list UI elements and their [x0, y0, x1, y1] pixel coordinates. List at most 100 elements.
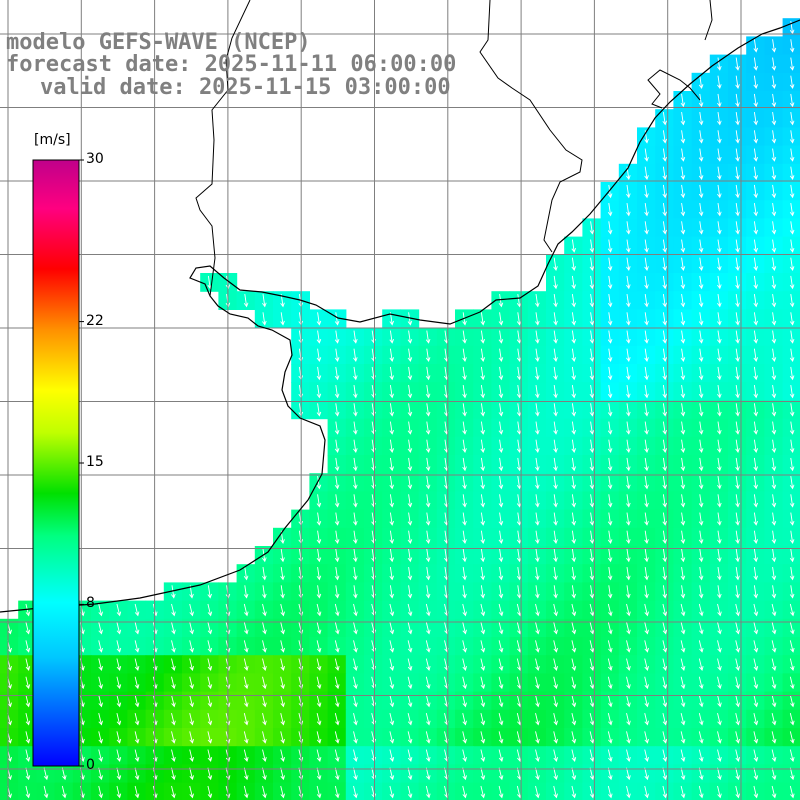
- wind-arrow: [626, 731, 631, 744]
- wind-arrow: [735, 731, 740, 744]
- wind-arrow: [717, 366, 722, 381]
- wind-arrow: [771, 385, 777, 399]
- wind-arrow: [680, 366, 686, 381]
- wind-arrow: [589, 731, 595, 744]
- wind-arrow: [462, 457, 467, 472]
- wind-arrow: [789, 548, 795, 563]
- wind-arrow: [389, 567, 395, 581]
- wind-arrow: [280, 622, 285, 635]
- wind-arrow: [389, 713, 395, 726]
- wind-arrow: [207, 676, 213, 690]
- wind-arrow: [789, 585, 795, 599]
- wind-arrow: [334, 585, 340, 599]
- wind-arrow: [735, 184, 740, 199]
- wind-arrow: [407, 658, 413, 671]
- wind-arrow: [316, 749, 322, 762]
- colorbar-tick-label: 8: [86, 595, 95, 612]
- wind-arrow: [334, 439, 340, 454]
- wind-arrow: [698, 366, 704, 381]
- wind-arrow: [735, 530, 740, 545]
- wind-arrow: [789, 39, 795, 53]
- wind-arrow: [753, 221, 759, 235]
- wind-arrow: [680, 385, 686, 399]
- wind-arrow: [735, 658, 740, 671]
- wind-arrow: [753, 294, 759, 308]
- wind-arrow: [626, 713, 631, 726]
- wind-arrow: [316, 640, 322, 653]
- wind-arrow: [735, 257, 740, 272]
- wind-arrow: [480, 658, 486, 671]
- wind-arrow: [207, 658, 213, 671]
- wind-arrow: [334, 312, 340, 326]
- wind-arrow: [662, 130, 668, 144]
- wind-arrow: [498, 548, 504, 563]
- wind-arrow: [698, 257, 704, 272]
- wind-arrow: [753, 749, 759, 762]
- wind-arrow: [753, 476, 759, 490]
- wind-arrow: [771, 203, 777, 217]
- wind-arrow: [662, 457, 668, 472]
- wind-arrow: [753, 530, 759, 545]
- wind-arrow: [771, 239, 777, 253]
- wind-arrow: [516, 403, 522, 417]
- wind-arrow: [680, 184, 686, 199]
- wind-vector-field: [7, 21, 795, 799]
- wind-arrow: [353, 330, 358, 344]
- wind-arrow: [480, 312, 486, 326]
- wind-arrow: [425, 512, 431, 526]
- wind-arrow: [334, 476, 340, 490]
- wind-arrow: [735, 785, 740, 799]
- wind-arrow: [662, 366, 668, 381]
- wind-arrow: [698, 658, 704, 671]
- wind-arrow: [407, 731, 413, 744]
- wind-arrow: [735, 166, 740, 181]
- wind-arrow: [717, 130, 722, 144]
- wind-arrow: [353, 603, 358, 617]
- wind-arrow: [698, 203, 704, 217]
- wind-arrow: [462, 640, 467, 653]
- wind-arrow: [735, 512, 740, 526]
- wind-arrow: [425, 366, 431, 381]
- wind-arrow: [25, 749, 31, 762]
- wind-arrow: [407, 548, 413, 563]
- wind-arrow: [680, 767, 686, 781]
- wind-arrow: [571, 457, 577, 472]
- wind-arrow: [462, 476, 467, 490]
- wind-arrow: [571, 767, 577, 781]
- wind-arrow: [680, 312, 686, 326]
- wind-arrow: [480, 512, 486, 526]
- wind-arrow: [516, 421, 522, 435]
- wind-arrow: [535, 731, 540, 744]
- wind-arrow: [662, 567, 668, 581]
- wind-arrow: [407, 530, 413, 545]
- wind-arrow: [753, 585, 759, 599]
- wind-arrow: [753, 403, 759, 417]
- wind-arrow: [262, 294, 267, 308]
- wind-arrow: [607, 548, 613, 563]
- wind-arrow: [680, 439, 686, 454]
- wind-arrow: [25, 658, 31, 671]
- wind-arrow: [771, 112, 777, 126]
- wind-arrow: [644, 330, 649, 344]
- wind-arrow: [480, 457, 486, 472]
- wind-arrow: [753, 257, 759, 272]
- wind-arrow: [607, 348, 613, 363]
- wind-arrow: [607, 257, 613, 272]
- wind-cell: [782, 764, 800, 784]
- wind-arrow: [498, 676, 504, 690]
- wind-arrow: [535, 658, 540, 671]
- wind-arrow: [262, 767, 267, 781]
- wind-arrow: [262, 676, 267, 690]
- wind-arrow: [189, 731, 194, 744]
- wind-arrow: [389, 403, 395, 417]
- wind-arrow: [717, 494, 722, 508]
- wind-arrow: [698, 184, 704, 199]
- wind-arrow: [644, 585, 649, 599]
- wind-arrow: [589, 385, 595, 399]
- wind-arrow: [607, 457, 613, 472]
- wind-arrow: [626, 457, 631, 472]
- wind-arrow: [644, 567, 649, 581]
- wind-arrow: [553, 439, 558, 454]
- wind-arrow: [753, 39, 759, 53]
- wind-arrow: [607, 203, 613, 217]
